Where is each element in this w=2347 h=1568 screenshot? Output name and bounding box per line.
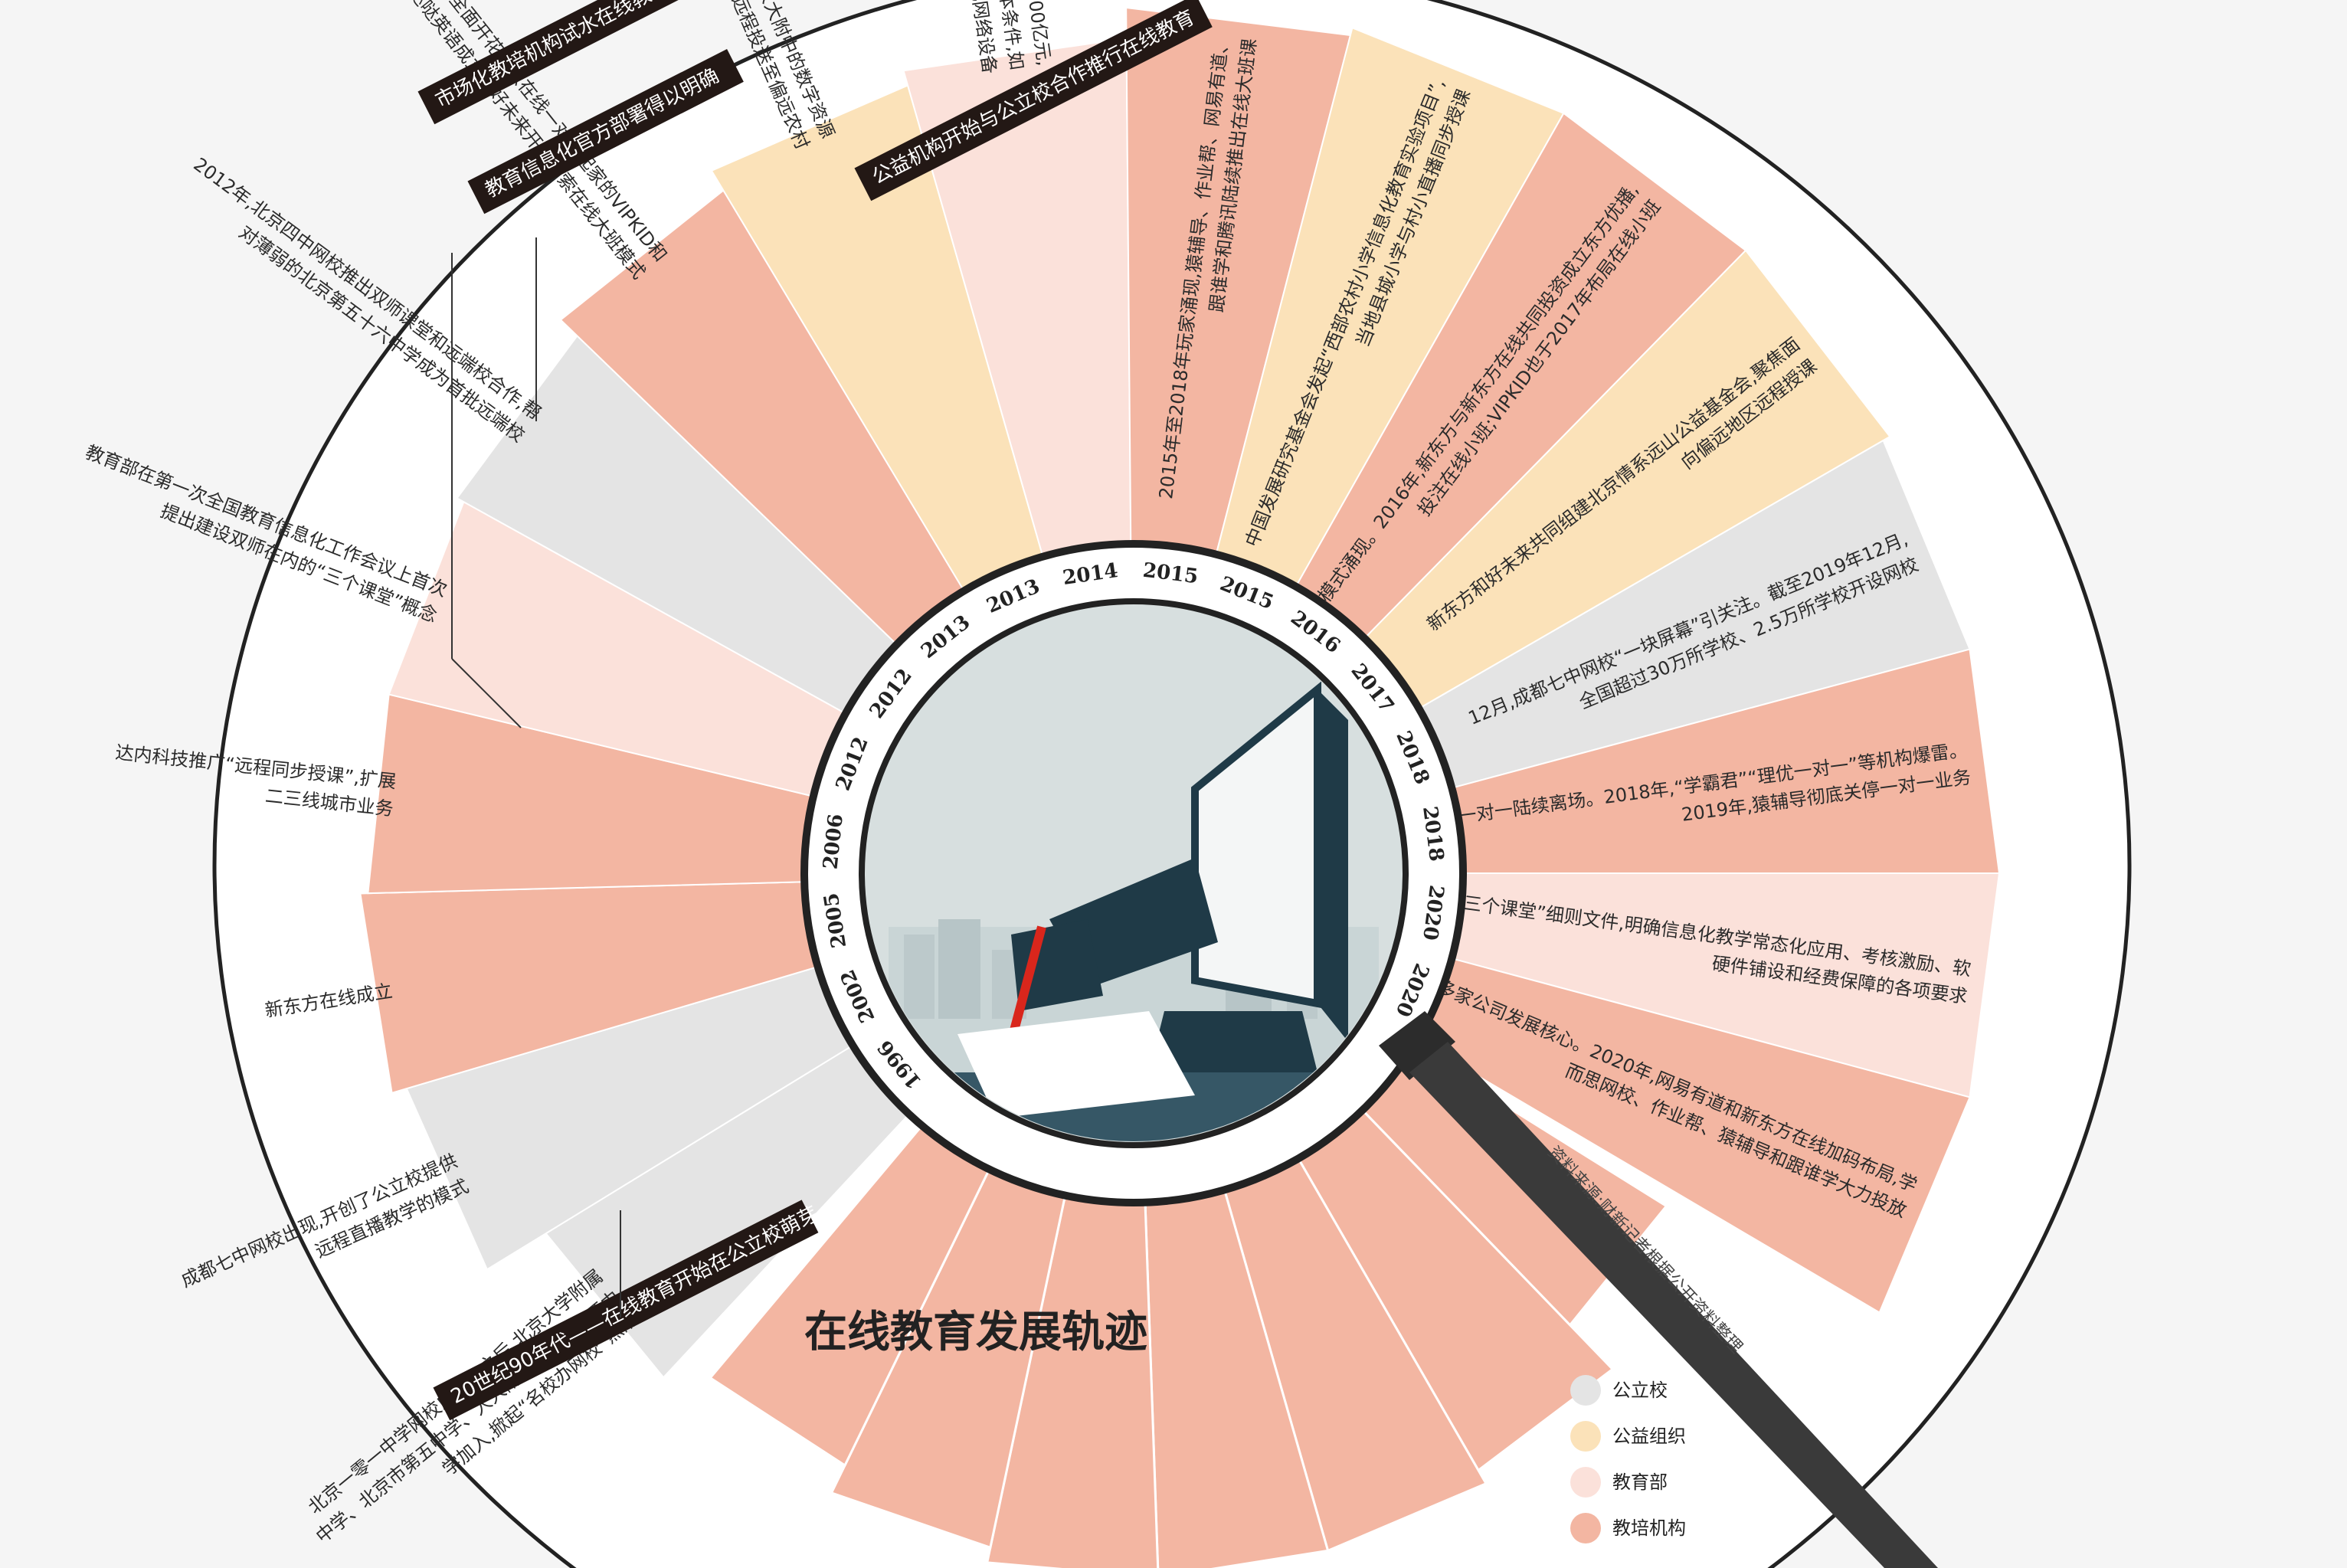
tag-background (854, 0, 1213, 201)
legend-label: 公益组织 (1612, 1426, 1686, 1447)
legend-label: 教培机构 (1612, 1517, 1686, 1539)
legend-swatch (1570, 1513, 1601, 1543)
legend-swatch (1570, 1375, 1601, 1406)
legend-swatch (1570, 1467, 1601, 1498)
event-segment: 2015年至2018年玩家涌现,猿辅导、作业帮、网易有道、跟谁学和腾讯陆续推出在… (1125, 6, 1352, 555)
tag-background (467, 48, 744, 214)
leader-line (451, 658, 522, 728)
magnifier-handle-icon (1379, 1011, 1938, 1568)
legend-label: 教育部 (1612, 1471, 1668, 1493)
tag-background (417, 0, 694, 125)
legend-label: 公立校 (1612, 1380, 1668, 1401)
lower-decorative-fan (708, 1046, 1668, 1568)
page-title: 在线教育发展轨迹 (804, 1308, 1147, 1357)
legend-swatch (1570, 1421, 1601, 1452)
tag-background (433, 1200, 819, 1421)
